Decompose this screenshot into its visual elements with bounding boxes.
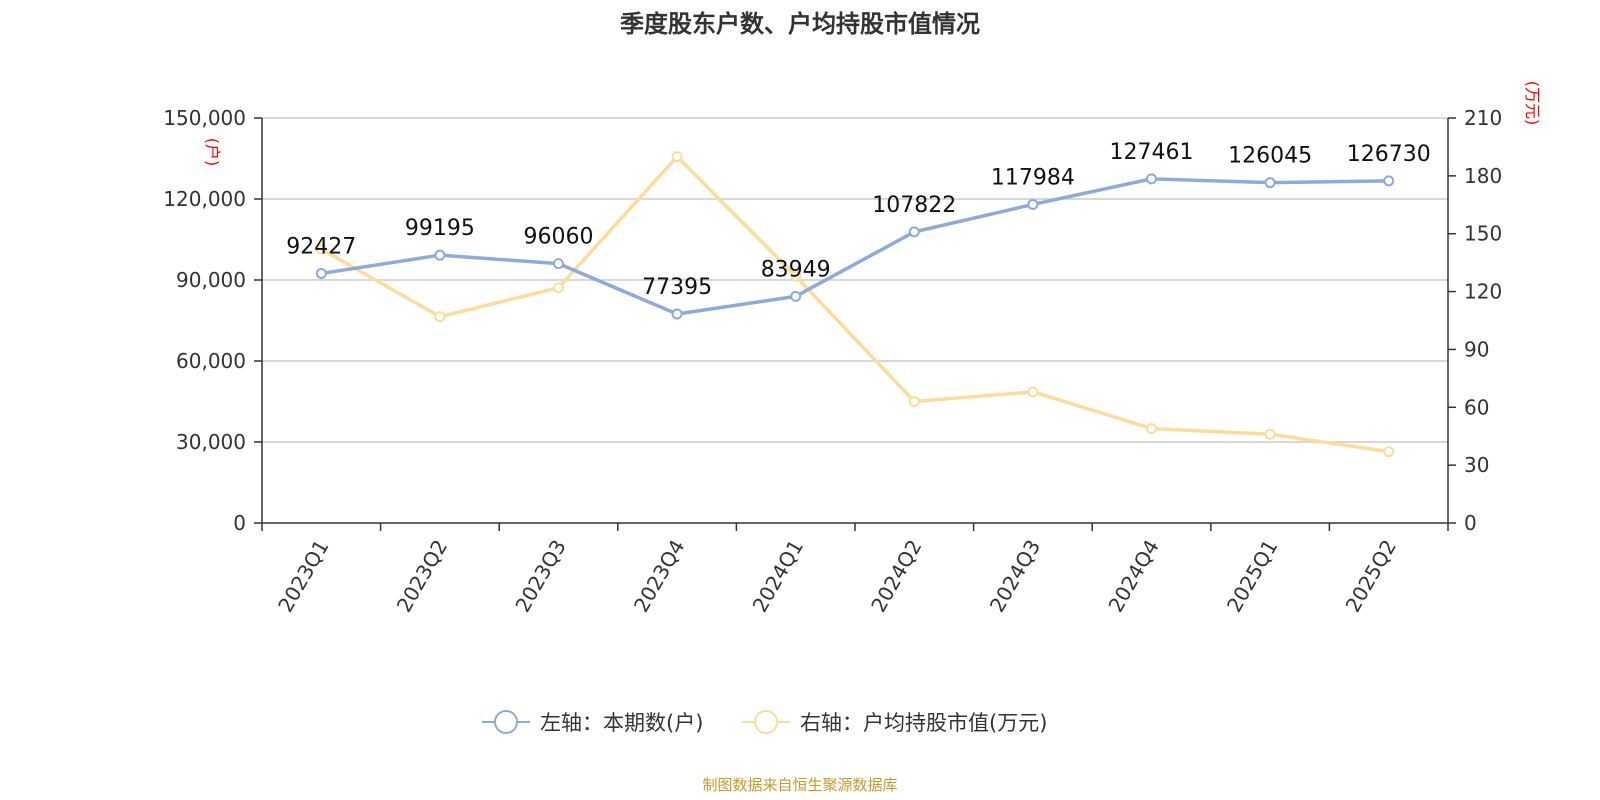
series-line-left [321,177,1389,316]
legend-label: 右轴：户均持股市值(万元) [800,711,1047,735]
data-point-left [1027,198,1039,210]
gridlines [262,117,1448,443]
right-tick-label: 90 [1464,337,1489,361]
data-point-left [315,267,327,279]
data-label: 117984 [991,165,1075,190]
x-tick-label: 2023Q1 [273,536,333,617]
x-tick-label: 2024Q3 [985,536,1045,617]
left-tick-label: 0 [233,511,246,535]
data-point-right [790,270,802,282]
data-point-left [908,226,920,238]
series-group: 92427 99195 96060 77395 83949 107822 117984 127… [286,140,1431,458]
x-tick-label: 2023Q3 [510,536,570,617]
data-point-right [1027,386,1039,398]
left-tick-label: 30,000 [176,430,246,454]
x-tick-label: 2023Q4 [629,536,689,617]
x-tick-label: 2025Q1 [1222,536,1282,617]
data-label: 99195 [405,216,475,241]
right-tick-label: 210 [1464,106,1502,130]
left-tick-label: 60,000 [176,349,246,373]
right-tick-label: 180 [1464,164,1502,188]
legend-marker [494,710,518,734]
series-line-right [320,154,1389,454]
data-label: 83949 [761,257,831,282]
data-point-right [1264,428,1276,440]
data-point-right [315,243,327,255]
x-tick-label: 2023Q2 [392,536,452,617]
legend: 左轴：本期数(户) 右轴：户均持股市值(万元) [482,710,1047,735]
data-point-right [908,396,920,407]
data-point-right [1146,423,1157,434]
right-axis-unit: (万元) [1523,81,1542,126]
data-label: 126045 [1228,144,1312,169]
data-point-left [434,249,446,261]
left-axis-unit: (户) [203,138,222,167]
data-point-left [1146,173,1157,185]
left-tick-label: 120,000 [163,187,246,211]
data-point-left [1383,175,1395,187]
data-label: 96060 [524,225,594,250]
chart-title: 季度股东户数、户均持股市值情况 [620,10,980,38]
x-tick-label: 2024Q2 [866,536,926,617]
right-tick-label: 120 [1464,280,1502,304]
data-point-left [553,258,564,270]
right-tick-label: 30 [1464,453,1489,477]
right-tick-label: 150 [1464,222,1502,246]
legend-marker [754,710,778,734]
data-label: 107822 [872,193,956,218]
data-label: 92427 [286,234,356,259]
data-point-right [553,282,564,294]
left-tick-label: 90,000 [176,268,246,292]
data-point-left [671,308,683,320]
data-label: 127461 [1110,140,1194,165]
x-tick-label: 2024Q4 [1103,536,1163,617]
source-note: 制图数据来自恒生聚源数据库 [702,776,897,794]
data-label: 77395 [642,275,712,300]
data-point-right [434,311,446,323]
left-tick-label: 150,000 [163,106,246,130]
data-point-left [790,290,802,302]
data-label: 126730 [1347,142,1431,167]
x-tick-label: 2025Q2 [1341,536,1401,617]
right-tick-label: 0 [1464,511,1477,535]
data-point-left [1264,177,1276,189]
data-point-right [671,151,683,163]
data-point-right [1383,446,1395,458]
right-tick-label: 60 [1464,395,1489,419]
x-tick-label: 2024Q1 [748,536,808,617]
legend-label: 左轴：本期数(户) [540,711,703,735]
